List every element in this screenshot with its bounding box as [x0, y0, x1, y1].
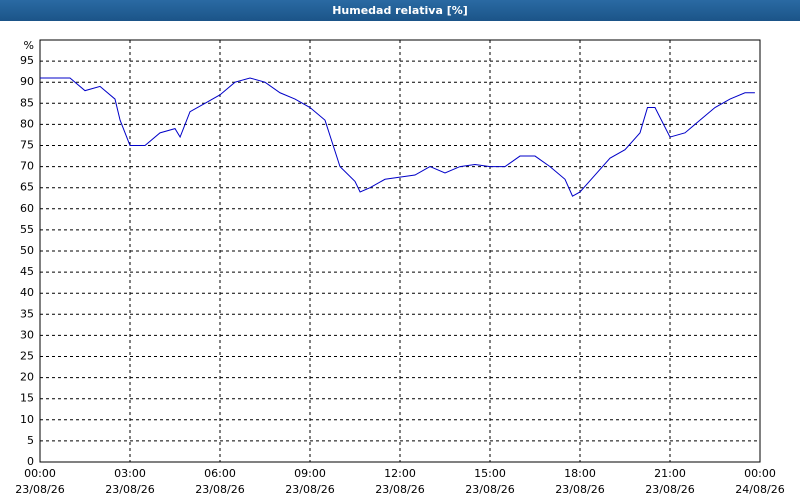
y-tick-label: 50 [20, 244, 34, 257]
y-tick-label: 55 [20, 223, 34, 236]
y-tick-label: 75 [20, 139, 34, 152]
y-unit-label: % [24, 39, 34, 52]
x-tick-date: 23/08/26 [285, 483, 334, 496]
x-tick-date: 23/08/26 [375, 483, 424, 496]
x-tick-label: 09:00 [294, 467, 326, 480]
y-tick-label: 15 [20, 392, 34, 405]
x-tick-label: 18:00 [564, 467, 596, 480]
y-tick-label: 60 [20, 202, 34, 215]
x-tick-date: 23/08/26 [465, 483, 514, 496]
y-tick-label: 30 [20, 328, 34, 341]
x-tick-label: 06:00 [204, 467, 236, 480]
y-tick-label: 0 [27, 455, 34, 468]
x-tick-date: 23/08/26 [195, 483, 244, 496]
x-tick-label: 03:00 [114, 467, 146, 480]
x-tick-date: 24/08/26 [735, 483, 784, 496]
plot-border [39, 39, 761, 463]
y-tick-label: 45 [20, 265, 34, 278]
y-tick-label: 90 [20, 75, 34, 88]
x-tick-date: 23/08/26 [105, 483, 154, 496]
x-tick-date: 23/08/26 [645, 483, 694, 496]
y-tick-label: 95 [20, 54, 34, 67]
y-tick-label: 25 [20, 350, 34, 363]
y-tick-label: 85 [20, 96, 34, 109]
y-tick-label: 70 [20, 160, 34, 173]
x-tick-label: 12:00 [384, 467, 416, 480]
y-tick-label: 10 [20, 413, 34, 426]
x-tick-label: 15:00 [474, 467, 506, 480]
y-tick-label: 20 [20, 371, 34, 384]
x-tick-label: 00:00 [24, 467, 56, 480]
chart-title: Humedad relativa [%] [332, 4, 468, 17]
x-tick-date: 23/08/26 [15, 483, 64, 496]
y-tick-label: 35 [20, 307, 34, 320]
y-tick-label: 5 [27, 434, 34, 447]
x-tick-date: 23/08/26 [555, 483, 604, 496]
y-tick-label: 65 [20, 181, 34, 194]
data-line [40, 77, 755, 197]
x-tick-label: 00:00 [744, 467, 776, 480]
y-tick-label: 80 [20, 117, 34, 130]
x-tick-label: 21:00 [654, 467, 686, 480]
title-bar [0, 0, 800, 21]
y-tick-label: 40 [20, 286, 34, 299]
